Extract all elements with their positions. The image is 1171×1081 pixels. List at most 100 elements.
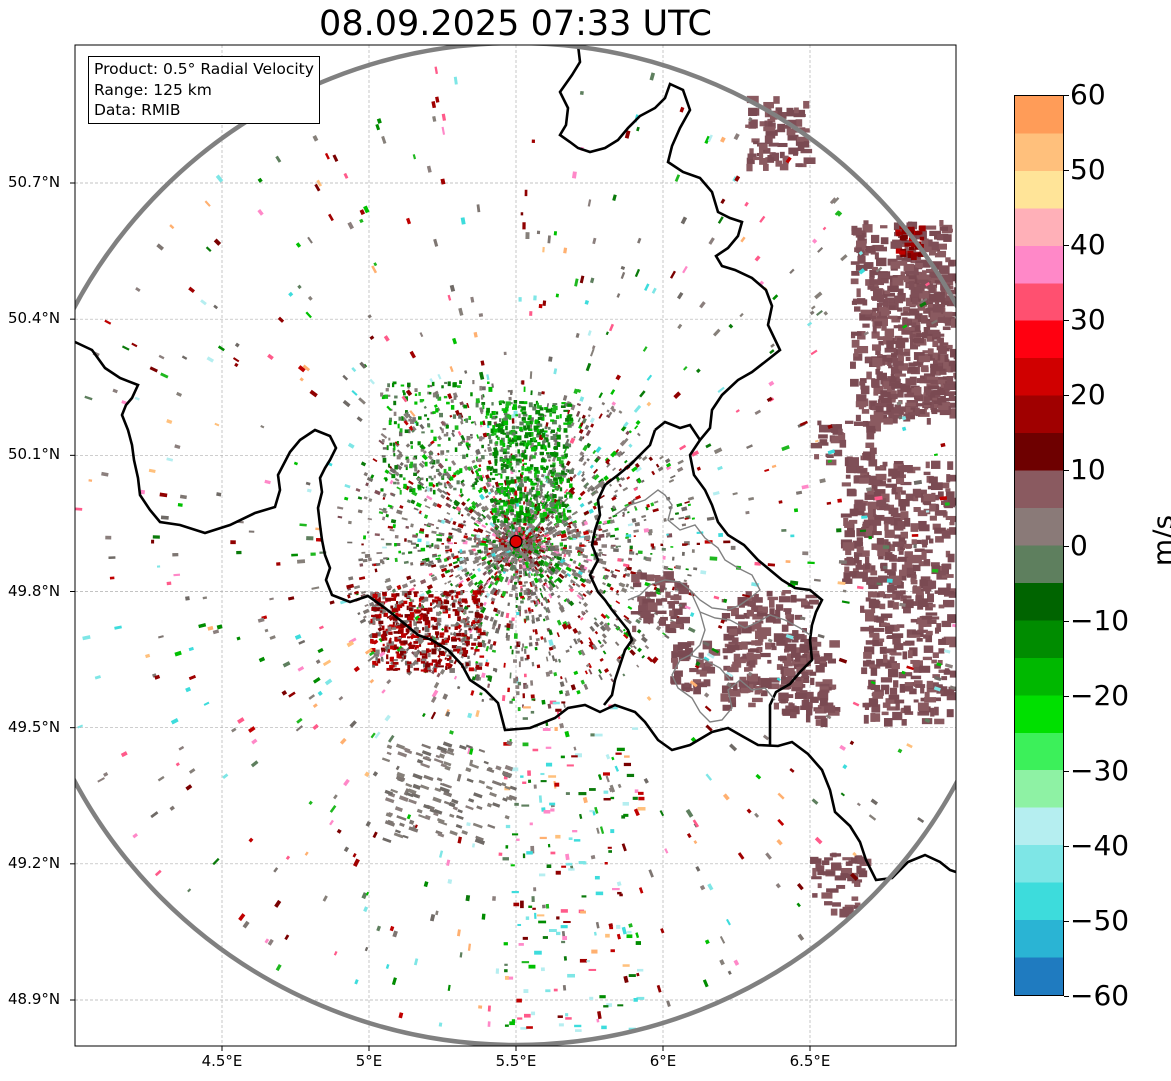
echo-gate xyxy=(865,612,875,622)
echo-gate xyxy=(874,321,883,327)
echo-gate xyxy=(623,421,629,428)
echo-gate xyxy=(511,432,516,436)
echo-gate xyxy=(511,698,515,701)
echo-gate xyxy=(381,394,385,400)
echo-gate xyxy=(516,691,520,696)
echo-gate xyxy=(893,460,904,465)
echo-gate xyxy=(561,463,565,468)
echo-gate xyxy=(569,469,574,474)
echo-gate xyxy=(598,528,603,531)
echo-gate xyxy=(521,647,524,652)
echo-gate xyxy=(463,506,471,513)
echo-gate xyxy=(901,490,906,495)
echo-gate xyxy=(523,512,527,517)
echo-gate xyxy=(934,510,947,516)
echo-gate xyxy=(474,481,478,485)
echo-gate xyxy=(524,609,528,614)
echo-gate xyxy=(477,642,483,648)
echo-gate xyxy=(492,485,495,489)
echo-gate xyxy=(424,620,428,626)
echo-gate xyxy=(548,426,551,430)
echo-gate xyxy=(567,424,572,428)
echo-gate xyxy=(403,655,406,660)
echo-gate xyxy=(526,492,530,496)
echo-gate xyxy=(427,563,432,568)
echo-gate xyxy=(579,544,585,547)
echo-gate xyxy=(615,592,620,596)
echo-gate xyxy=(516,476,522,480)
echo-gate xyxy=(891,487,897,494)
echo-gate xyxy=(562,444,568,449)
echo-gate xyxy=(534,569,540,575)
echo-gate xyxy=(881,325,887,331)
echo-gate xyxy=(916,378,923,384)
echo-gate xyxy=(882,702,891,708)
echo-gate xyxy=(496,588,501,596)
echo-gate xyxy=(463,535,468,539)
echo-gate xyxy=(635,618,641,624)
echo-gate xyxy=(548,575,554,581)
echo-gate xyxy=(752,597,758,602)
echo-gate xyxy=(436,534,443,537)
echo-gate xyxy=(558,496,564,500)
echo-gate xyxy=(601,544,607,548)
echo-gate xyxy=(583,536,590,541)
echo-gate xyxy=(531,661,535,667)
echo-gate xyxy=(523,580,528,584)
echo-gate xyxy=(457,523,464,529)
echo-gate xyxy=(872,519,882,526)
echo-gate xyxy=(640,479,645,483)
echo-gate xyxy=(536,423,542,426)
echo-gate xyxy=(471,595,476,601)
echo-gate xyxy=(554,568,560,573)
echo-gate xyxy=(414,654,418,658)
echo-gate xyxy=(381,516,386,521)
echo-gate xyxy=(445,600,450,605)
echo-gate xyxy=(396,455,401,460)
echo-gate xyxy=(441,638,447,643)
echo-gate xyxy=(483,582,488,588)
echo-gate xyxy=(766,590,773,597)
echo-gate xyxy=(536,428,540,433)
echo-gate xyxy=(559,515,563,519)
echo-gate xyxy=(671,556,675,561)
echo-gate xyxy=(364,603,369,608)
echo-gate xyxy=(389,660,395,665)
echo-gate xyxy=(623,614,630,620)
echo-gate xyxy=(405,465,408,471)
echo-gate xyxy=(572,560,577,565)
echo-gate xyxy=(433,681,440,689)
echo-gate xyxy=(552,533,557,538)
echo-gate xyxy=(539,559,545,565)
echo-gate xyxy=(809,599,819,605)
echo-gate xyxy=(545,542,549,546)
echo-gate xyxy=(910,675,922,680)
echo-gate xyxy=(523,427,527,431)
echo-gate xyxy=(473,538,477,543)
echo-gate xyxy=(451,460,457,466)
echo-gate xyxy=(892,602,899,610)
echo-gate xyxy=(881,711,889,716)
echo-gate xyxy=(493,566,498,571)
echo-gate xyxy=(374,598,381,604)
echo-gate xyxy=(387,394,391,397)
echo-gate xyxy=(528,523,533,529)
echo-gate xyxy=(514,479,517,484)
echo-gate xyxy=(518,404,521,408)
echo-gate xyxy=(427,607,433,612)
echo-gate xyxy=(572,583,576,586)
echo-gate xyxy=(580,610,585,615)
echo-gate xyxy=(598,548,602,552)
echo-gate xyxy=(435,483,439,487)
echo-gate xyxy=(418,391,421,396)
echo-gate xyxy=(622,514,625,517)
echo-gate xyxy=(366,476,374,483)
echo-gate xyxy=(872,288,882,297)
echo-gate xyxy=(527,597,531,601)
echo-gate xyxy=(535,641,539,646)
echo-gate xyxy=(581,477,586,483)
echo-gate xyxy=(448,626,451,630)
echo-gate xyxy=(594,630,599,635)
echo-gate xyxy=(937,397,950,402)
echo-gate xyxy=(546,520,553,527)
